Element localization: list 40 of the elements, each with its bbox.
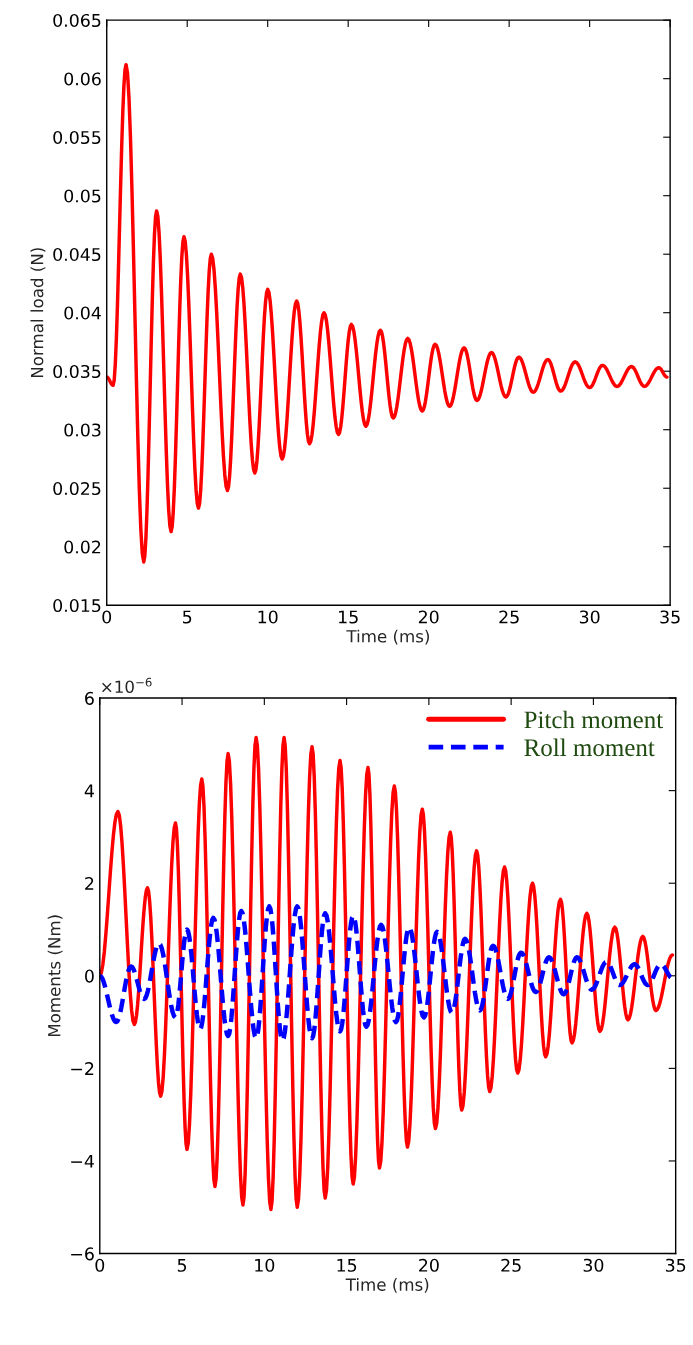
y-tick-label: 0.055 bbox=[53, 130, 101, 145]
x-tick-label: 30 bbox=[583, 1258, 604, 1272]
x-tick-label: 10 bbox=[255, 1258, 275, 1272]
x-tick-label: 35 bbox=[660, 610, 680, 624]
x-axis-title: Time (ms) bbox=[345, 1277, 429, 1293]
x-tick-label: 20 bbox=[419, 1258, 439, 1272]
x-tick-label: 25 bbox=[499, 610, 519, 624]
x-tick-label: 5 bbox=[183, 610, 192, 624]
x-tick-label: 15 bbox=[339, 610, 358, 624]
y-tick-label: 0.035 bbox=[53, 364, 101, 379]
x-tick-label: 20 bbox=[418, 610, 439, 624]
y-tick-label: 0.02 bbox=[64, 540, 101, 554]
y-tick-label: 0.06 bbox=[64, 72, 101, 86]
x-axis-title: Time (ms) bbox=[346, 629, 429, 645]
y-tick-label: −6 bbox=[71, 1247, 94, 1261]
x-tick-label: 15 bbox=[337, 1258, 357, 1272]
y-tick-label: 0.065 bbox=[53, 13, 101, 28]
y-tick-label: −4 bbox=[71, 1154, 94, 1168]
y-axis-title: Normal load (N) bbox=[30, 248, 46, 378]
y-tick-label: 0.015 bbox=[53, 598, 101, 613]
x-tick-label: 30 bbox=[579, 610, 600, 624]
legend-label: Pitch moment bbox=[524, 710, 664, 729]
x-tick-label: 5 bbox=[177, 1258, 187, 1272]
y-axis-title: Moments (Nm) bbox=[47, 915, 63, 1037]
x-tick-label: 10 bbox=[258, 610, 278, 624]
y-tick-label: 0.03 bbox=[64, 423, 101, 437]
y-tick-label: 0.025 bbox=[53, 481, 101, 496]
y-tick-label: 0.04 bbox=[64, 306, 101, 320]
x-tick-label: 25 bbox=[501, 1258, 521, 1272]
y-tick-label: 6 bbox=[85, 691, 94, 705]
legend-label: Roll moment bbox=[524, 738, 655, 757]
x-tick-label: 35 bbox=[665, 1258, 686, 1272]
text: ×10$^{−6}$ bbox=[102, 677, 152, 694]
y-tick-label: −2 bbox=[71, 1062, 94, 1075]
y-tick-label: 0.05 bbox=[64, 189, 101, 203]
y-tick-label: 4 bbox=[84, 784, 94, 798]
y-tick-label: 2 bbox=[85, 876, 94, 890]
x-tick-label: 0 bbox=[102, 610, 112, 624]
y-tick-label: 0 bbox=[85, 969, 94, 983]
y-tick-label: 0.045 bbox=[53, 247, 101, 262]
